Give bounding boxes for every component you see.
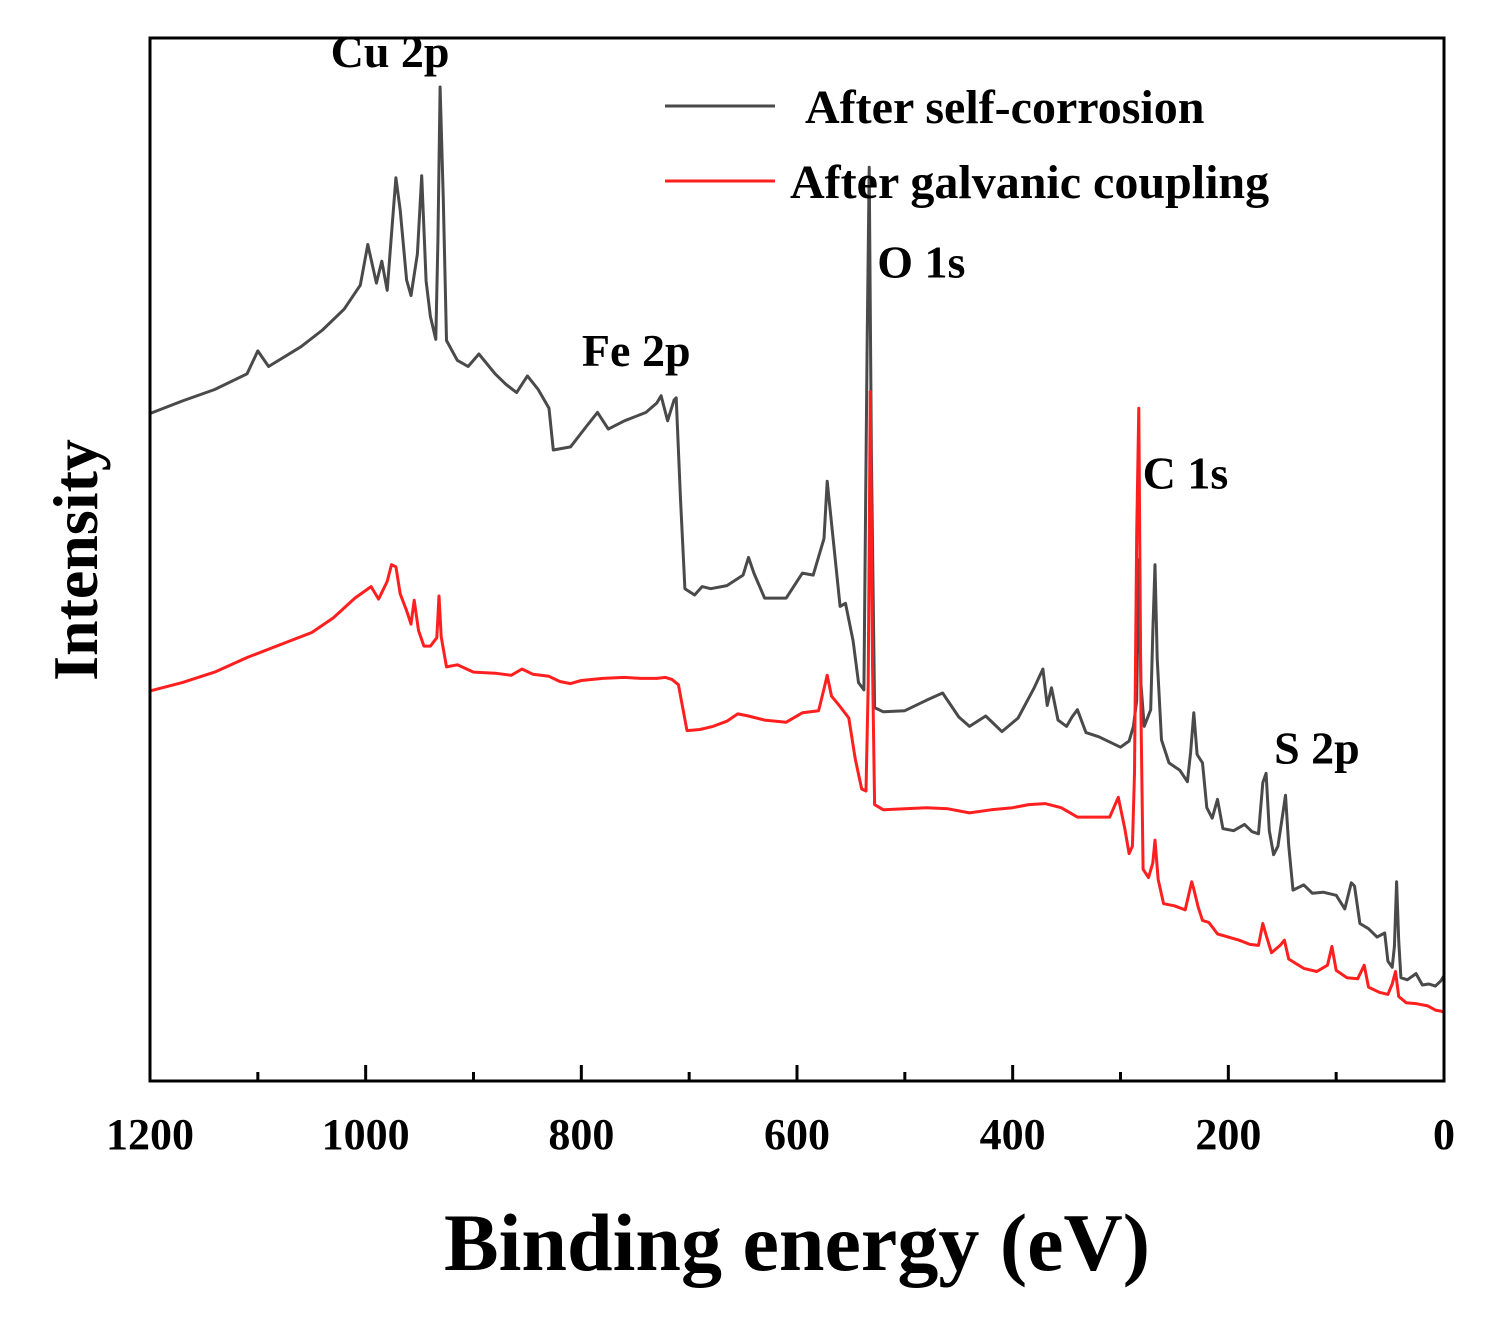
y-axis-title: Intensity	[40, 439, 111, 681]
peak-label-c-1s: C 1s	[1143, 447, 1229, 498]
peak-annotations: Cu 2p Fe 2p O 1s C 1s S 2p	[331, 26, 1360, 773]
plot-series-layer	[149, 85, 1446, 1014]
legend: After self-corrosion After galvanic coupl…	[665, 81, 1269, 209]
x-axis: 1200 1000 800 600 400 200 0	[106, 1065, 1455, 1159]
x-tick-label: 200	[1195, 1110, 1261, 1159]
x-tick-label: 400	[980, 1110, 1046, 1159]
x-tick-label: 800	[548, 1110, 614, 1159]
x-tick-label: 0	[1433, 1110, 1455, 1159]
peak-label-fe-2p: Fe 2p	[582, 325, 691, 376]
peak-label-o-1s: O 1s	[877, 236, 965, 287]
x-tick-label: 1200	[106, 1110, 194, 1159]
series-line-1	[149, 85, 1446, 988]
x-tick-label: 600	[764, 1110, 830, 1159]
peak-label-s-2p: S 2p	[1274, 722, 1360, 773]
peak-label-cu-2p: Cu 2p	[331, 26, 450, 77]
legend-label-1: After self-corrosion	[805, 81, 1204, 134]
x-tick-label: 1000	[322, 1110, 410, 1159]
series-line-2	[149, 390, 1445, 1014]
legend-label-2: After galvanic coupling	[790, 156, 1269, 209]
x-axis-title: Binding energy (eV)	[444, 1197, 1150, 1288]
